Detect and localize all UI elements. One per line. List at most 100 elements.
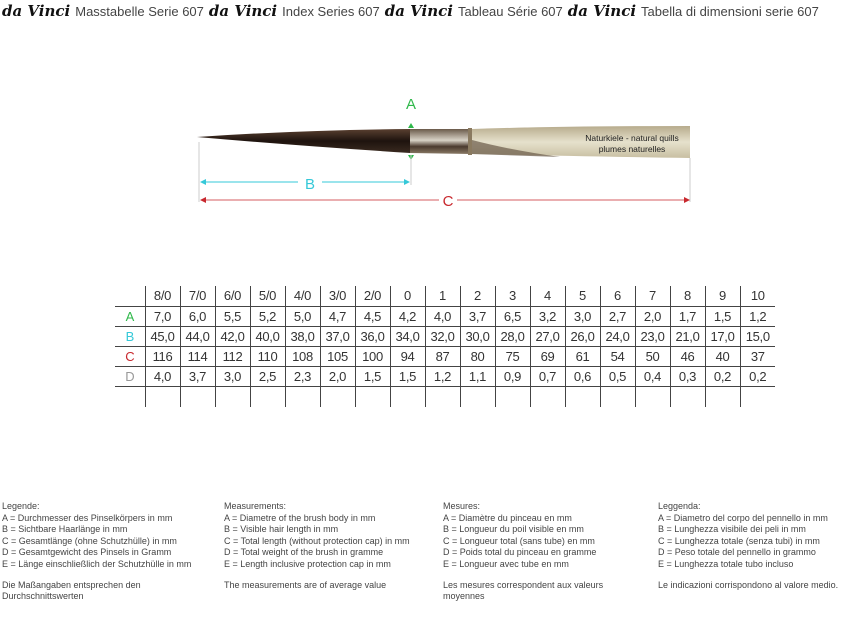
legend-line: E = Länge einschließlich der Schutzhülle… (2, 558, 192, 569)
table-cell: 100 (354, 345, 390, 366)
size-header: 7 (634, 286, 670, 306)
table-cell: 0,7 (529, 365, 565, 386)
legend-column: Legende: A = Durchmesser des Pinselkörpe… (2, 501, 192, 603)
brush-quill-handle (472, 126, 690, 158)
table-row: B 45,0 44,0 42,0 40,0 38,0 37,0 36,0 34,0 32,0 30,… (115, 325, 775, 346)
table-cell: 6,5 (494, 305, 530, 326)
table-cell: 110 (249, 345, 285, 366)
dimension-b-label: B (305, 176, 315, 193)
table-cell: 80 (459, 345, 495, 366)
table-cell: 24,0 (599, 325, 635, 346)
legend-title: Leggenda: (658, 501, 701, 511)
table-cell: 34,0 (389, 325, 425, 346)
table-cell: 7,0 (144, 305, 180, 326)
table-cell: 0,5 (599, 365, 635, 386)
table-cell: 3,7 (179, 365, 215, 386)
row-label: B (115, 325, 145, 346)
table-cell: 1,5 (354, 365, 390, 386)
brush-hair (197, 129, 410, 153)
table-cell: 3,0 (564, 305, 600, 326)
table-cell: 5,2 (249, 305, 285, 326)
row-label: C (115, 345, 145, 366)
davinci-logo: da Vinci (567, 2, 637, 20)
table-row: C 116 114 112 110 108 105 100 94 87 80 75 69 61 54 50 46… (115, 345, 775, 366)
size-header: 0 (389, 286, 425, 306)
table-cell: 37,0 (319, 325, 355, 346)
legend-title: Measurements: (224, 501, 287, 511)
legend-line: E = Longueur avec tube en mm (443, 558, 569, 569)
table-cell: 61 (564, 345, 600, 366)
legend-line: B = Longueur du poil visible en mm (443, 524, 584, 535)
table-cell: 105 (319, 345, 355, 366)
legend-line: C = Total length (without protection cap… (224, 535, 410, 546)
table-cell: 2,0 (634, 305, 670, 326)
table-cell: 15,0 (739, 325, 775, 346)
title-en: Index Series 607 (282, 3, 380, 19)
table-cell: 3,0 (214, 365, 250, 386)
table-cell: 112 (214, 345, 250, 366)
table-cell: 37 (739, 345, 775, 366)
table-cell: 0,2 (704, 365, 740, 386)
table-row: A 7,0 6,0 5,5 5,2 5,0 4,7 4,5 4,2 4,0 3,7 6,5 3,2 3,0… (115, 305, 775, 326)
legend-line: D = Peso totale del pennello in grammo (658, 547, 816, 558)
legend-title: Legende: (2, 501, 40, 511)
table-cell: 54 (599, 345, 635, 366)
size-header: 8 (669, 286, 705, 306)
legend-note: Les mesures correspondent aux valeurs mo… (443, 579, 604, 602)
table-cell: 2,7 (599, 305, 635, 326)
row-label: D (115, 365, 145, 386)
table-cell: 1,5 (704, 305, 740, 326)
size-header: 10 (739, 286, 775, 306)
size-header: 9 (704, 286, 740, 306)
size-header: 6/0 (214, 286, 250, 306)
table-cell: 1,7 (669, 305, 705, 326)
table-cell: 3,7 (459, 305, 495, 326)
table-cell: 44,0 (179, 325, 215, 346)
size-header: 5 (564, 286, 600, 306)
davinci-logo: da Vinci (384, 2, 453, 20)
table-cell: 1,2 (424, 365, 460, 386)
brush-diagram: Naturkiele - natural quills plumes natur… (197, 96, 691, 210)
table-cell: 1,5 (389, 365, 425, 386)
table-cell: 94 (389, 345, 425, 366)
brush-ferrule (410, 129, 470, 154)
table-cell: 116 (144, 345, 180, 366)
table-cell: 2,5 (249, 365, 285, 386)
title-de: Masstabelle Serie 607 (75, 3, 204, 19)
table-cell: 114 (179, 345, 215, 366)
table-cell: 30,0 (459, 325, 495, 346)
table-cell: 6,0 (179, 305, 215, 326)
table-cell: 69 (529, 345, 565, 366)
table-cell: 5,0 (284, 305, 320, 326)
table-cell: 1,1 (459, 365, 495, 386)
table-cell: 87 (424, 345, 460, 366)
table-cell: 4,0 (424, 305, 460, 326)
table-row: D 4,0 3,7 3,0 2,5 2,3 2,0 1,5 1,5 1,2 1,1 0,9 0,7 0,6… (115, 365, 775, 386)
legend-line: C = Gesamtlänge (ohne Schutzhülle) in mm (2, 535, 177, 546)
table-cell: 4,7 (319, 305, 355, 326)
legend-note: The measurements are of average value (224, 579, 387, 590)
legend-line: D = Gesamtgewicht des Pinsels in Gramm (2, 547, 172, 558)
table-cell: 38,0 (284, 325, 320, 346)
legend-line: B = Visible hair length in mm (224, 524, 339, 535)
table-cell: 50 (634, 345, 670, 366)
table-cell: 26,0 (564, 325, 600, 346)
size-header: 7/0 (179, 286, 215, 306)
table-cell: 1,2 (739, 305, 775, 326)
table-cell: 28,0 (494, 325, 530, 346)
title-fr: Tableau Série 607 (457, 3, 563, 19)
table-cell: 5,5 (214, 305, 250, 326)
table-cell: 45,0 (144, 325, 180, 346)
table-row-empty (115, 385, 775, 407)
legend-line: C = Longueur total (sans tube) en mm (443, 535, 595, 546)
table-cell: 4,2 (389, 305, 425, 326)
size-header: 8/0 (144, 286, 180, 306)
header: da Vinci Masstabelle Serie 607 da Vinci In… (2, 0, 824, 22)
legend-note: Die Maßangaben entsprechen den Durchschn… (2, 579, 141, 602)
size-header: 4 (529, 286, 565, 306)
legend-title: Mesures: (443, 501, 481, 511)
size-header: 5/0 (249, 286, 285, 306)
size-header: 1 (424, 286, 460, 306)
table-cell: 108 (284, 345, 320, 366)
row-label: A (115, 305, 145, 326)
